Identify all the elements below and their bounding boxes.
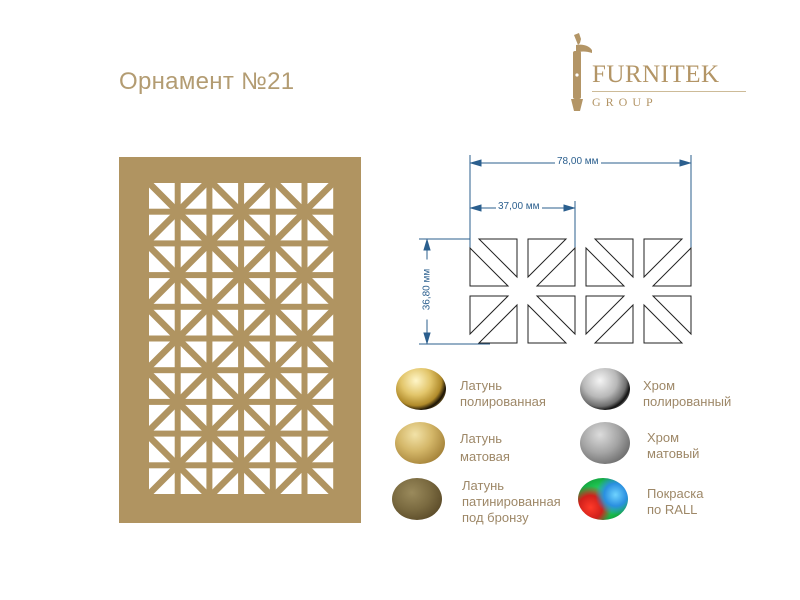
arrow-icon xyxy=(469,159,482,167)
logo-divider xyxy=(592,91,746,92)
panel-diagonal-bar xyxy=(143,367,212,436)
panel-diagonal-bar xyxy=(270,241,339,310)
door-handle-icon xyxy=(571,33,592,111)
panel-diagonal-bar xyxy=(207,241,276,310)
dimension-height: 36,80 мм xyxy=(421,259,433,320)
logo-sub: GROUP xyxy=(592,95,658,109)
panel-diagonal-bar xyxy=(270,431,339,500)
panel-diagonal-bar xyxy=(207,304,276,373)
swatch-matte-brass xyxy=(395,422,445,464)
arrow-icon xyxy=(423,332,431,345)
drawing-triangle-opening xyxy=(643,238,684,279)
arrow-icon xyxy=(679,159,692,167)
panel-diagonal-bar xyxy=(207,177,276,246)
finish-label: Латунь матовая xyxy=(460,431,510,464)
drawing-triangle-opening xyxy=(469,246,510,287)
drawing-triangle-opening xyxy=(527,303,568,344)
panel-diagonal-bar xyxy=(143,304,212,373)
page-title: Орнамент №21 xyxy=(119,68,295,95)
drawing-triangle-opening xyxy=(593,303,634,344)
drawing-triangle-opening xyxy=(585,295,626,336)
panel-diagonal-bar xyxy=(207,367,276,436)
drawing-triangle-opening xyxy=(593,238,634,279)
finish-label: Латунь полированная xyxy=(460,378,546,409)
drawing-triangle-opening xyxy=(477,238,518,279)
finish-label: Латунь патинированная под бронзу xyxy=(462,478,561,525)
swatch-polished-brass xyxy=(396,368,446,410)
drawing-triangle-opening xyxy=(535,295,576,336)
panel-diagonal-bar xyxy=(143,177,212,246)
drawing-triangle-opening xyxy=(535,246,576,287)
ornament-panel xyxy=(119,157,361,523)
dimension-total-width: 78,00 мм xyxy=(555,156,601,167)
dimension-module-width: 37,00 мм xyxy=(496,201,542,212)
finish-label: Хром матовый xyxy=(647,430,700,461)
panel-diagonal-bar xyxy=(270,304,339,373)
logo-name: FURNITEK xyxy=(592,61,720,88)
finish-label: Покраска по RALL xyxy=(647,486,704,517)
drawing-triangle-opening xyxy=(477,303,518,344)
arrow-icon xyxy=(423,238,431,251)
furnitek-logo: FURNITEK GROUP xyxy=(566,33,756,113)
drawing-triangle-opening xyxy=(643,303,684,344)
swatch-ral-paint xyxy=(578,478,628,520)
finish-label: Хром полированный xyxy=(643,378,732,409)
drawing-triangle-opening xyxy=(651,295,692,336)
panel-diagonal-bar xyxy=(270,177,339,246)
panel-diagonal-bar xyxy=(207,431,276,500)
drawing-triangle-opening xyxy=(469,295,510,336)
arrow-icon xyxy=(469,204,482,212)
drawing-triangle-opening xyxy=(585,246,626,287)
panel-diagonal-bar xyxy=(143,241,212,310)
arrow-icon xyxy=(563,204,576,212)
drawing-triangle-opening xyxy=(527,238,568,279)
panel-diagonal-bar xyxy=(143,431,212,500)
swatch-matte-chrome xyxy=(580,422,630,464)
swatch-polished-chrome xyxy=(580,368,630,410)
drawing-triangle-opening xyxy=(651,246,692,287)
swatch-patinated-bronze xyxy=(392,478,442,520)
panel-diagonal-bar xyxy=(270,367,339,436)
